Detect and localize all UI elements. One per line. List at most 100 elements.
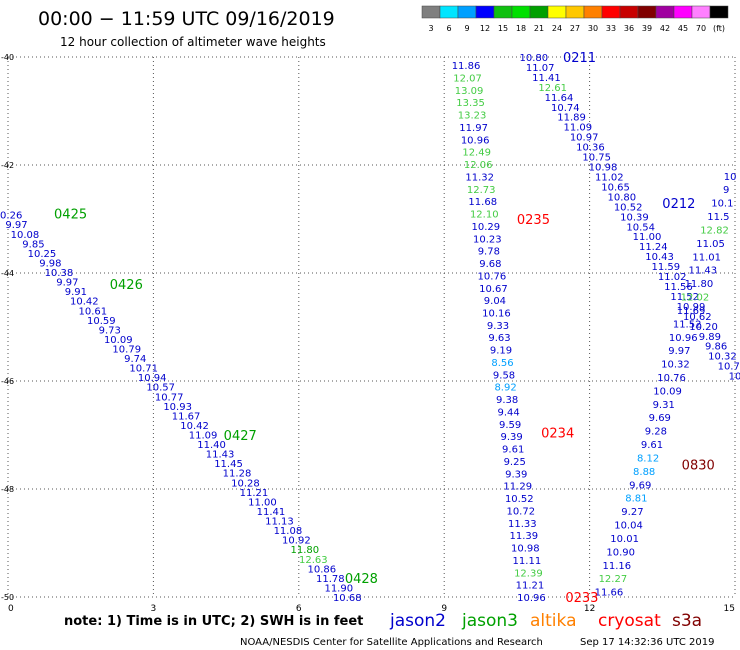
wave-height-value: 12.39: [514, 568, 543, 579]
wave-height-value: 8.12: [637, 453, 659, 464]
wave-height-value: 10.32: [661, 360, 690, 371]
wave-height-value: 11.13: [265, 517, 294, 528]
wave-height-value: 9.86: [705, 342, 727, 353]
wave-height-value: 10.23: [473, 234, 502, 245]
wave-height-value: 10.96: [461, 135, 490, 146]
wave-height-value: 10.94: [138, 373, 167, 384]
wave-height-value: 11.90: [324, 583, 353, 594]
wave-height-value: 10.90: [606, 547, 635, 558]
wave-height-value: 9.44: [497, 407, 519, 418]
legend-label: 21: [534, 24, 544, 33]
wave-height-value: 10.96: [669, 333, 698, 344]
wave-height-value: 11.80: [685, 279, 714, 290]
wave-height-value: 10.20: [689, 322, 718, 333]
wave-height-value: 10.76: [657, 373, 686, 384]
chart-subtitle: 12 hour collection of altimeter wave hei…: [60, 35, 326, 49]
wave-height-value: 11.21: [240, 488, 269, 499]
wave-height-value: 10.26: [0, 211, 22, 222]
legend-label: 15: [498, 24, 508, 33]
wave-height-value: 9.97: [5, 220, 27, 231]
legend-label: (ft): [713, 24, 725, 33]
pass-label: 0233: [565, 591, 598, 606]
axis-ticks: 0 3 6 9 12 15 -40 -42 -44 -46 -48 -50: [1, 53, 735, 614]
legend-label: 36: [624, 24, 634, 33]
x-tick-label: 9: [441, 604, 447, 614]
wave-height-value: 10.65: [601, 182, 630, 193]
wave-height-value: 10: [729, 372, 740, 383]
wave-height-value: 11.80: [291, 545, 320, 556]
wave-height-value: 11.5: [707, 212, 729, 223]
wave-height-value: 10.52: [505, 494, 534, 505]
legend-swatch: [601, 5, 621, 19]
wave-height-value: 10.99: [677, 302, 706, 313]
wave-height-value: 9.74: [124, 354, 146, 365]
legend-label: 39: [642, 24, 652, 33]
wave-height-value: 10.74: [551, 103, 580, 114]
wave-height-value: 11.41: [532, 73, 561, 84]
legend-swatch: [475, 5, 495, 19]
wave-height-value: 11.89: [557, 113, 586, 124]
wave-height-value: 9.39: [505, 469, 527, 480]
wave-height-value: 10.08: [11, 230, 40, 241]
wave-height-value: 10.75: [582, 153, 611, 164]
wave-height-value: 9.25: [504, 457, 526, 468]
wave-height-value: 10.59: [87, 316, 116, 327]
pass-label: 0425: [54, 208, 87, 223]
pass-label: 0211: [563, 51, 596, 66]
wave-height-value: 11.66: [595, 588, 624, 599]
wave-height-value: 11.43: [206, 450, 235, 461]
y-tick-label: -50: [1, 593, 14, 602]
x-tick-label: 6: [296, 604, 302, 614]
wave-height-value: 9.98: [39, 258, 61, 269]
wave-height-value: 10.71: [129, 364, 158, 375]
legend-label: 45: [678, 24, 688, 33]
legend-swatch: [565, 5, 585, 19]
wave-height-value: 11.43: [688, 266, 717, 277]
y-tick-label: -40: [1, 53, 14, 62]
wave-height-value: 9.69: [629, 480, 651, 491]
satellite-name-s3a: s3a: [672, 611, 702, 631]
wave-height-value: 12.63: [299, 555, 328, 566]
legend-swatch: [457, 5, 477, 19]
satellite-legend: jason2 jason3 altika cryosat s3a: [389, 611, 702, 631]
wave-height-value: 11.07: [526, 63, 555, 74]
wave-height-value: 9.59: [499, 420, 521, 431]
wave-height-value: 10.80: [520, 53, 549, 64]
chart-title: 00:00 − 11:59 UTC 09/16/2019: [38, 8, 335, 30]
wave-height-value: 10.79: [112, 344, 141, 355]
wave-height-value: 10.7: [718, 362, 740, 373]
wave-height-value: 11.39: [510, 531, 539, 542]
wave-height-value: 12.06: [464, 160, 493, 171]
legend-swatch: [439, 5, 459, 19]
wave-height-value: 11.97: [459, 123, 488, 134]
footer-note: note: 1) Time is in UTC; 2) SWH is in fe…: [64, 614, 363, 629]
wave-height-value: 11.29: [503, 482, 532, 493]
wave-height-value: 10.09: [653, 386, 682, 397]
legend-label: 24: [552, 24, 562, 33]
legend-swatch: [637, 5, 657, 19]
wave-height-value: 10.61: [78, 306, 107, 317]
legend-label: 27: [570, 24, 580, 33]
satellite-name-cryosat: cryosat: [598, 611, 661, 631]
wave-height-value: 12.61: [538, 83, 567, 94]
wave-height-value: 11.16: [602, 561, 631, 572]
wave-height-value: 10.01: [610, 534, 639, 545]
wave-height-value: 11.33: [508, 519, 537, 530]
wave-height-value: 10.04: [614, 521, 643, 532]
pass-labels: 0425 0426 0427 0428 0235 0234 0233 0211 0212 0830: [54, 51, 715, 606]
wave-height-value: 9.38: [496, 395, 518, 406]
wave-height-value: 10.25: [28, 249, 57, 260]
y-tick-label: -48: [1, 485, 14, 494]
wave-height-value: 11.56: [664, 282, 693, 293]
legend-label: 30: [588, 24, 598, 33]
legend-label: 9: [464, 24, 469, 33]
y-tick-label: -46: [1, 377, 14, 386]
wave-height-value: 11.05: [696, 239, 725, 250]
wave-height-value: 10.98: [511, 544, 540, 555]
wave-height-value: 8.81: [625, 494, 647, 505]
legend-swatch: [511, 5, 531, 19]
wave-height-value: 9.27: [621, 507, 643, 518]
footer-timestamp: Sep 17 14:32:36 UTC 2019: [580, 637, 714, 648]
wave-height-value: 10.09: [104, 335, 133, 346]
